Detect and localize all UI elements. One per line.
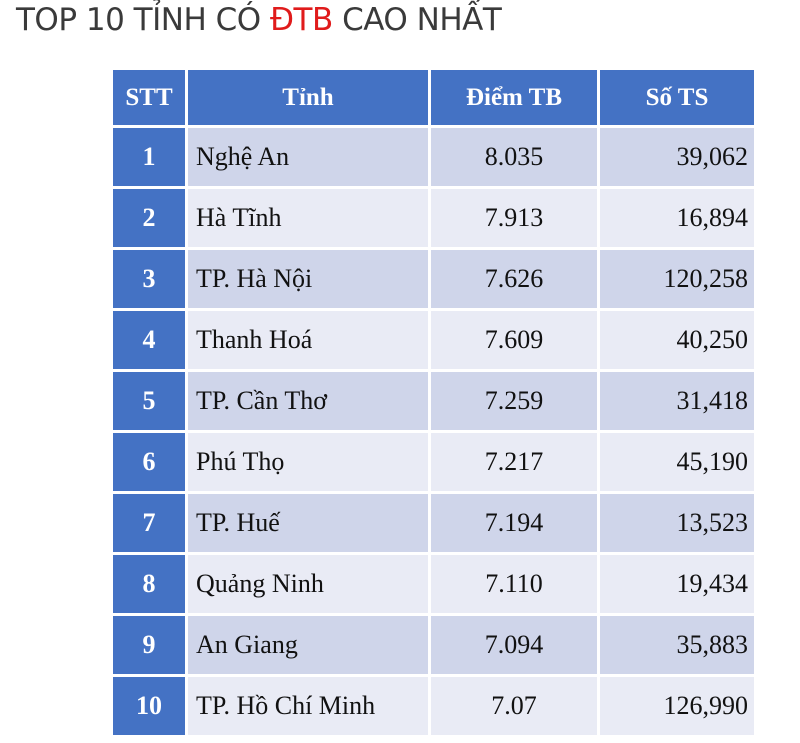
table-row: 9 An Giang 7.094 35,883	[113, 616, 754, 674]
cell-diem: 7.259	[431, 372, 597, 430]
cell-diem: 7.609	[431, 311, 597, 369]
cell-tinh: Phú Thọ	[188, 433, 428, 491]
cell-diem: 8.035	[431, 128, 597, 186]
cell-stt: 7	[113, 494, 185, 552]
table-row: 10 TP. Hồ Chí Minh 7.07 126,990	[113, 677, 754, 735]
cell-stt: 4	[113, 311, 185, 369]
cell-stt: 3	[113, 250, 185, 308]
table-row: 4 Thanh Hoá 7.609 40,250	[113, 311, 754, 369]
cell-tinh: Thanh Hoá	[188, 311, 428, 369]
cell-so-ts: 35,883	[600, 616, 754, 674]
title-part1: TOP 10 TỈNH CÓ	[16, 2, 271, 38]
cell-diem: 7.07	[431, 677, 597, 735]
cell-diem: 7.913	[431, 189, 597, 247]
cell-stt: 5	[113, 372, 185, 430]
cell-diem: 7.094	[431, 616, 597, 674]
cell-stt: 8	[113, 555, 185, 613]
table-row: 8 Quảng Ninh 7.110 19,434	[113, 555, 754, 613]
cell-tinh: Nghệ An	[188, 128, 428, 186]
title-highlight: ĐTB	[270, 2, 333, 38]
cell-so-ts: 19,434	[600, 555, 754, 613]
table-row: 7 TP. Huế 7.194 13,523	[113, 494, 754, 552]
cell-diem: 7.194	[431, 494, 597, 552]
cell-so-ts: 39,062	[600, 128, 754, 186]
header-tinh: Tỉnh	[188, 70, 428, 125]
cell-stt: 6	[113, 433, 185, 491]
cell-so-ts: 16,894	[600, 189, 754, 247]
cell-tinh: Hà Tĩnh	[188, 189, 428, 247]
cell-tinh: TP. Huế	[188, 494, 428, 552]
table-row: 2 Hà Tĩnh 7.913 16,894	[113, 189, 754, 247]
cell-so-ts: 40,250	[600, 311, 754, 369]
cell-tinh: Quảng Ninh	[188, 555, 428, 613]
cell-tinh: An Giang	[188, 616, 428, 674]
table-row: 5 TP. Cần Thơ 7.259 31,418	[113, 372, 754, 430]
cell-tinh: TP. Hà Nội	[188, 250, 428, 308]
title-part2: CAO NHẤT	[332, 2, 502, 38]
cell-so-ts: 45,190	[600, 433, 754, 491]
cell-tinh: TP. Hồ Chí Minh	[188, 677, 428, 735]
cell-diem: 7.626	[431, 250, 597, 308]
cell-stt: 1	[113, 128, 185, 186]
cell-stt: 2	[113, 189, 185, 247]
cell-stt: 9	[113, 616, 185, 674]
cell-so-ts: 126,990	[600, 677, 754, 735]
table-row: 1 Nghệ An 8.035 39,062	[113, 128, 754, 186]
cell-tinh: TP. Cần Thơ	[188, 372, 428, 430]
cell-diem: 7.217	[431, 433, 597, 491]
cell-so-ts: 31,418	[600, 372, 754, 430]
cell-stt: 10	[113, 677, 185, 735]
header-row: STT Tỉnh Điểm TB Số TS	[113, 70, 754, 125]
table-row: 6 Phú Thọ 7.217 45,190	[113, 433, 754, 491]
header-so-ts: Số TS	[600, 70, 754, 125]
ranking-table: STT Tỉnh Điểm TB Số TS 1 Nghệ An 8.035 3…	[110, 67, 757, 738]
header-diem: Điểm TB	[431, 70, 597, 125]
cell-so-ts: 120,258	[600, 250, 754, 308]
header-stt: STT	[113, 70, 185, 125]
cell-diem: 7.110	[431, 555, 597, 613]
page-title: TOP 10 TỈNH CÓ ĐTB CAO NHẤT	[16, 2, 502, 38]
table-row: 3 TP. Hà Nội 7.626 120,258	[113, 250, 754, 308]
cell-so-ts: 13,523	[600, 494, 754, 552]
